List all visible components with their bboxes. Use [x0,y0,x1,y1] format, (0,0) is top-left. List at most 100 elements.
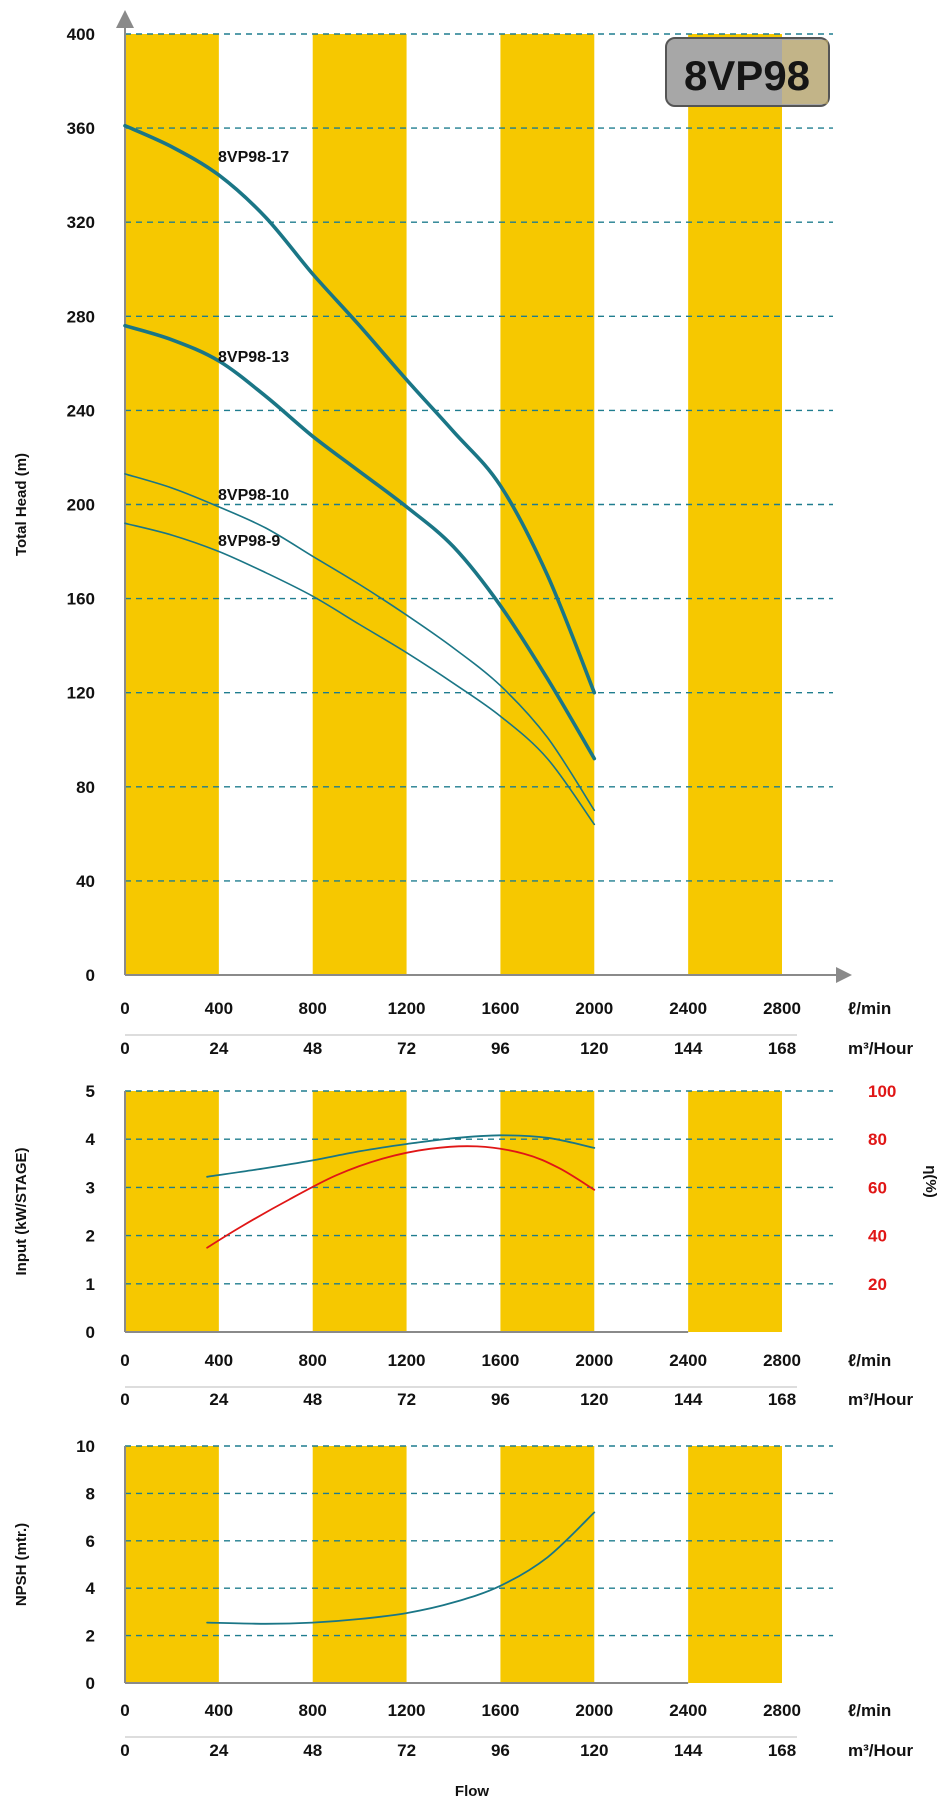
x-tick-label-lmin: 2000 [575,1701,613,1720]
x-tick-label-lmin: 2400 [669,999,707,1018]
y-tick-label: 4 [86,1579,96,1598]
x-tick-label-lmin: 0 [120,1351,129,1370]
y-tick-label: 2 [86,1627,95,1646]
model-badge-text: 8VP98 [684,52,810,99]
x-tick-label-lmin: 0 [120,1701,129,1720]
curve-label-8vp98-17: 8VP98-17 [218,149,289,166]
y-tick-label: 160 [67,590,95,609]
y-tick-label: 5 [86,1082,95,1101]
y2-tick-label: 40 [868,1227,887,1246]
y-tick-label: 4 [86,1130,96,1149]
x-tick-label-lmin: 2800 [763,999,801,1018]
y-tick-label: 8 [86,1484,95,1503]
y-tick-label: 280 [67,307,95,326]
x-tick-label-m3h: 120 [580,1741,608,1760]
x-tick-label-m3h: 120 [580,1390,608,1409]
y2-tick-label: 100 [868,1082,896,1101]
x-tick-label-lmin: 400 [205,999,233,1018]
y-tick-label: 0 [86,1323,95,1342]
y-tick-label: 320 [67,213,95,232]
x-tick-label-m3h: 144 [674,1390,703,1409]
flow-band-3 [500,1091,594,1332]
x-tick-label-lmin: 2400 [669,1701,707,1720]
y-tick-label: 80 [76,778,95,797]
flow-band-4 [688,1091,782,1332]
y-tick-label: 40 [76,872,95,891]
x-tick-label-m3h: 48 [303,1039,322,1058]
x-unit-lmin: ℓ/min [848,1351,891,1370]
y-axis-label: NPSH (mtr.) [13,1523,30,1606]
x-tick-label-lmin: 400 [205,1701,233,1720]
flow-band-1 [125,1446,219,1683]
curve-label-8vp98-10: 8VP98-10 [218,487,289,504]
y-axis-label: Input (kW/STAGE) [13,1147,30,1275]
x-tick-label-lmin: 2800 [763,1701,801,1720]
x-unit-m3h: m³/Hour [848,1039,914,1058]
x-unit-lmin: ℓ/min [848,999,891,1018]
x-tick-label-lmin: 800 [299,999,327,1018]
y2-axis-label: η(%) [922,1165,939,1198]
x-tick-label-m3h: 24 [209,1741,228,1760]
x-tick-label-lmin: 0 [120,999,129,1018]
x-tick-label-lmin: 1200 [388,1701,426,1720]
y2-tick-label: 20 [868,1275,887,1294]
y-tick-label: 3 [86,1178,95,1197]
flow-axis-title: Flow [455,1783,489,1800]
x-tick-label-m3h: 72 [397,1390,416,1409]
x-tick-label-m3h: 72 [397,1741,416,1760]
x-tick-label-lmin: 2000 [575,1351,613,1370]
x-tick-label-m3h: 24 [209,1390,228,1409]
y-tick-label: 6 [86,1532,95,1551]
x-tick-label-m3h: 0 [120,1039,129,1058]
curve-label-8vp98-13: 8VP98-13 [218,349,289,366]
flow-band-4 [688,1446,782,1683]
x-tick-label-m3h: 144 [674,1741,703,1760]
x-tick-label-m3h: 0 [120,1390,129,1409]
x-tick-label-lmin: 1600 [482,1351,520,1370]
flow-band-2 [313,1091,407,1332]
x-unit-m3h: m³/Hour [848,1741,914,1760]
flow-band-1 [125,1091,219,1332]
x-tick-label-m3h: 48 [303,1741,322,1760]
curve-label-8vp98-9: 8VP98-9 [218,533,280,550]
input-efficiency-panel: 0 1 2 3 4 5 Input (kW/STAGE) 20 40 60 80 100 η(%) 0 40… [13,1082,939,1409]
x-tick-label-m3h: 24 [209,1039,228,1058]
x-unit-lmin: ℓ/min [848,1701,891,1720]
x-tick-label-lmin: 2400 [669,1351,707,1370]
x-tick-label-lmin: 1200 [388,1351,426,1370]
x-tick-label-m3h: 144 [674,1039,703,1058]
x-tick-label-lmin: 1600 [482,1701,520,1720]
x-tick-label-m3h: 120 [580,1039,608,1058]
x-tick-label-m3h: 168 [768,1390,796,1409]
y-tick-label: 0 [86,966,95,985]
y-tick-label: 200 [67,496,95,515]
x-tick-label-m3h: 96 [491,1039,510,1058]
y-tick-label: 1 [86,1275,95,1294]
y-tick-label: 400 [67,25,95,44]
y-axis-arrow [116,10,134,28]
x-tick-label-lmin: 2800 [763,1351,801,1370]
x-tick-label-lmin: 2000 [575,999,613,1018]
x-tick-label-m3h: 168 [768,1039,796,1058]
y-axis-label: Total Head (m) [13,453,30,556]
x-tick-label-lmin: 800 [299,1701,327,1720]
y2-tick-label: 60 [868,1178,887,1197]
model-badge: 8VP98 [666,38,829,106]
y2-tick-label: 80 [868,1130,887,1149]
y-tick-label: 0 [86,1674,95,1693]
x-tick-label-lmin: 800 [299,1351,327,1370]
x-unit-m3h: m³/Hour [848,1390,914,1409]
x-tick-label-lmin: 400 [205,1351,233,1370]
flow-band-3 [500,1446,594,1683]
y-tick-label: 360 [67,119,95,138]
y-tick-label: 120 [67,684,95,703]
x-tick-label-m3h: 72 [397,1039,416,1058]
x-tick-label-m3h: 96 [491,1741,510,1760]
x-tick-label-m3h: 0 [120,1741,129,1760]
x-tick-label-m3h: 48 [303,1390,322,1409]
x-tick-label-lmin: 1600 [482,999,520,1018]
x-tick-label-m3h: 96 [491,1390,510,1409]
